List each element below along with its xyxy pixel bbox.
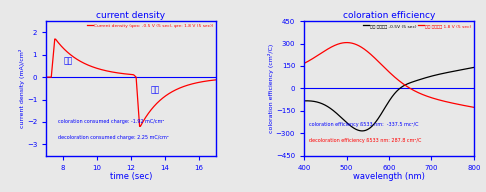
X-axis label: time (sec): time (sec) (110, 172, 152, 181)
Current density (φox: -0.5 V (5 sec), φre: 1.8 V (5 sec)): (14.5, -0.633): -0.5 V (5 sec), φre: 1.8 V (5 sec)): (14… (170, 90, 176, 93)
Current density (φox: -0.5 V (5 sec), φre: 1.8 V (5 sec)): (7.5, 1.7): -0.5 V (5 sec), φre: 1.8 V (5 sec)): (7.… (52, 38, 57, 40)
Current density (φox: -0.5 V (5 sec), φre: 1.8 V (5 sec)): (7, 0): -0.5 V (5 sec), φre: 1.8 V (5 sec)): (7,… (43, 76, 49, 78)
탈색 전압인가 1.8 V (5 sec) (312, 56, 317, 59)
췩색 전압인가 -0.5V (5 sec) (400, 85, 406, 87)
췩색 전압인가 -0.5V (5 sec) (471, 66, 477, 69)
췩색 전압인가 -0.5V (5 sec) (410, 81, 416, 83)
Text: 췩색: 췩색 (151, 86, 160, 95)
Text: coloration efficiency ß533 nm:  -337.5 mc²/C: coloration efficiency ß533 nm: -337.5 mc… (309, 122, 419, 127)
Current density (φox: -0.5 V (5 sec), φre: 1.8 V (5 sec)): (17, -0.122): -0.5 V (5 sec), φre: 1.8 V (5 sec)): (17… (213, 79, 219, 81)
Legend: 췩색 전압인가 -0.5V (5 sec), 탈색 전압인가 1.8 V (5 sec): 췩색 전압인가 -0.5V (5 sec), 탈색 전압인가 1.8 V (5 … (363, 23, 471, 28)
Current density (φox: -0.5 V (5 sec), φre: 1.8 V (5 sec)): (8.82, 0.794): -0.5 V (5 sec), φre: 1.8 V (5 sec)): (8.… (74, 58, 80, 60)
췩색 전압인가 -0.5V (5 sec) (359, 130, 365, 132)
Text: decoloration efficiency ß533 nm: 287.8 cm²/C: decoloration efficiency ß533 nm: 287.8 c… (309, 138, 421, 143)
Line: Current density (φox: -0.5 V (5 sec), φre: 1.8 V (5 sec)): Current density (φox: -0.5 V (5 sec), φr… (46, 39, 216, 126)
탈색 전압인가 1.8 V (5 sec) (448, 102, 453, 104)
Current density (φox: -0.5 V (5 sec), φre: 1.8 V (5 sec)): (12.5, -2.2): -0.5 V (5 sec), φre: 1.8 V (5 sec)): (12… (137, 125, 142, 127)
Current density (φox: -0.5 V (5 sec), φre: 1.8 V (5 sec)): (10.8, 0.239): -0.5 V (5 sec), φre: 1.8 V (5 sec)): (10… (108, 71, 114, 73)
췩색 전압인가 -0.5V (5 sec) (312, 100, 317, 103)
Y-axis label: coloration efficiency (cm²/C): coloration efficiency (cm²/C) (268, 44, 274, 133)
Y-axis label: current density (mA)/cm²: current density (mA)/cm² (19, 49, 25, 128)
Text: coloration consumed charge: -1.92 mC/cm²: coloration consumed charge: -1.92 mC/cm² (58, 119, 164, 124)
Current density (φox: -0.5 V (5 sec), φre: 1.8 V (5 sec)): (13, -1.64): -0.5 V (5 sec), φre: 1.8 V (5 sec)): (13… (145, 113, 151, 115)
탈색 전압인가 1.8 V (5 sec) (410, 89, 416, 91)
췩색 전압인가 -0.5V (5 sec) (448, 71, 453, 73)
탈색 전압인가 1.8 V (5 sec) (301, 62, 307, 65)
탈색 전압인가 1.8 V (5 sec) (471, 106, 477, 108)
Line: 탈색 전압인가 1.8 V (5 sec): 탈색 전압인가 1.8 V (5 sec) (304, 43, 474, 107)
Legend: Current density (φox: -0.5 V (5 sec), φre: 1.8 V (5 sec)): Current density (φox: -0.5 V (5 sec), φr… (87, 23, 214, 28)
탈색 전압인가 1.8 V (5 sec) (400, 83, 406, 85)
Text: 탈색: 탈색 (63, 57, 72, 66)
X-axis label: wavelength (nm): wavelength (nm) (353, 172, 425, 181)
Line: 췩색 전압인가 -0.5V (5 sec): 췩색 전압인가 -0.5V (5 sec) (304, 67, 474, 131)
탈색 전압인가 1.8 V (5 sec) (430, 97, 436, 99)
Title: coloration efficiency: coloration efficiency (343, 11, 435, 20)
Text: decoloration consumed charge: 2.25 mC/cm²: decoloration consumed charge: 2.25 mC/cm… (58, 135, 169, 140)
탈색 전압인가 1.8 V (5 sec) (404, 85, 410, 88)
Current density (φox: -0.5 V (5 sec), φre: 1.8 V (5 sec)): (15.2, -0.386): -0.5 V (5 sec), φre: 1.8 V (5 sec)): (15… (183, 85, 189, 87)
췩색 전압인가 -0.5V (5 sec) (430, 74, 436, 77)
탈색 전압인가 1.8 V (5 sec) (344, 41, 350, 44)
췩색 전압인가 -0.5V (5 sec) (404, 83, 410, 85)
Current density (φox: -0.5 V (5 sec), φre: 1.8 V (5 sec)): (13.5, -1.18): -0.5 V (5 sec), φre: 1.8 V (5 sec)): (13… (154, 102, 159, 105)
췩색 전압인가 -0.5V (5 sec) (301, 100, 307, 102)
Title: current density: current density (96, 11, 166, 20)
